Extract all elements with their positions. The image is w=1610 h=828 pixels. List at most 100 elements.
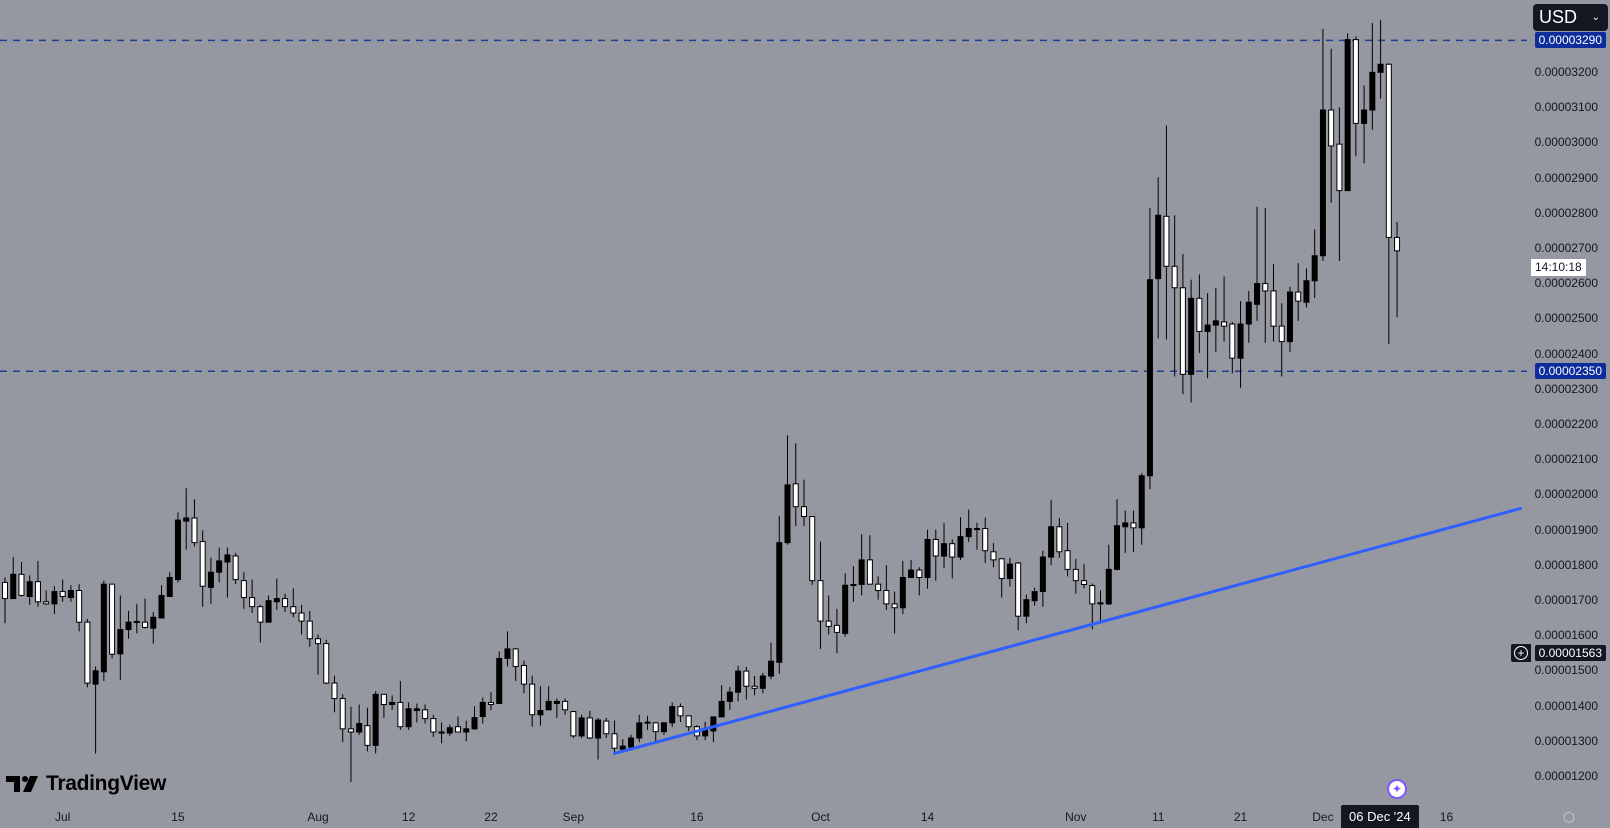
- currency-selector-button[interactable]: USD ⌄: [1533, 4, 1608, 31]
- candle-body: [792, 483, 799, 508]
- level-price-badge: 0.00003290: [1534, 32, 1606, 49]
- tradingview-logo[interactable]: TradingView: [6, 772, 166, 796]
- candle: [224, 547, 231, 598]
- candle: [916, 567, 923, 596]
- candle-body: [850, 584, 857, 587]
- candle: [1262, 207, 1269, 343]
- candle: [743, 666, 750, 700]
- candle-body: [660, 722, 667, 733]
- candle-body: [833, 624, 840, 633]
- candle: [1179, 253, 1186, 395]
- candle-body: [265, 600, 272, 623]
- candle: [290, 588, 297, 618]
- candle-body: [586, 717, 593, 739]
- candle-body: [1311, 255, 1318, 282]
- candle-body: [76, 589, 83, 623]
- price-tick-label: 0.00002900: [1534, 170, 1598, 185]
- price-tick-label: 0.00001300: [1534, 733, 1598, 748]
- candle-body: [471, 717, 478, 730]
- candle-body: [166, 576, 173, 597]
- trendline[interactable]: [613, 506, 1523, 755]
- candle: [776, 515, 783, 674]
- time-tick-label: Jul: [54, 810, 71, 824]
- candle-body: [957, 536, 964, 558]
- candle: [1212, 287, 1219, 352]
- candle-body: [825, 620, 832, 627]
- candle: [298, 604, 305, 635]
- candle: [1319, 29, 1326, 262]
- candle-body: [842, 584, 849, 634]
- trendline-group[interactable]: [613, 506, 1523, 755]
- price-tick-label: 0.00002700: [1534, 241, 1598, 255]
- candle: [26, 575, 33, 605]
- candle: [496, 651, 503, 704]
- candle-body: [743, 670, 750, 687]
- candle: [413, 703, 420, 723]
- candle: [512, 647, 519, 681]
- candle: [1229, 321, 1236, 374]
- candle: [1344, 33, 1351, 192]
- candle: [1113, 499, 1120, 571]
- candle-body: [26, 581, 33, 597]
- candle: [957, 517, 964, 560]
- candle: [1336, 107, 1343, 262]
- candle-body: [1113, 525, 1120, 570]
- candle: [1048, 499, 1055, 566]
- candle: [471, 706, 478, 730]
- candles: [2, 19, 1401, 782]
- candle-body: [1270, 290, 1277, 327]
- candle: [619, 739, 626, 751]
- candle: [150, 611, 157, 644]
- candle-body: [199, 541, 206, 587]
- candle-body: [10, 573, 17, 600]
- candle-body: [1245, 301, 1252, 325]
- candle-body: [100, 583, 107, 673]
- candle: [183, 488, 190, 550]
- candle: [1122, 510, 1129, 553]
- candle-body: [916, 569, 923, 578]
- candle-body: [990, 551, 997, 561]
- candle-body: [628, 737, 635, 748]
- candle-body: [224, 554, 231, 563]
- price-tick-label: 0.00002600: [1534, 276, 1598, 291]
- candle-body: [800, 506, 807, 518]
- candle: [174, 512, 181, 583]
- candle-body: [1295, 291, 1302, 302]
- candle: [257, 604, 264, 643]
- candle: [76, 584, 83, 632]
- candle-body: [1369, 71, 1376, 111]
- chart-settings-icon[interactable]: ⬡: [1562, 809, 1576, 825]
- price-tick-label: 0.00001200: [1534, 769, 1598, 783]
- time-tick-label: 16: [690, 810, 704, 824]
- add-price-alert-button[interactable]: +: [1511, 644, 1531, 663]
- candle: [644, 715, 651, 730]
- candle-body: [240, 580, 247, 599]
- candle-body: [529, 683, 536, 716]
- candle: [1081, 564, 1088, 589]
- candle: [265, 595, 272, 623]
- candle-body: [1122, 522, 1129, 528]
- candle-body: [1146, 279, 1153, 477]
- candle: [339, 694, 346, 743]
- candle: [1072, 558, 1079, 594]
- sparkle-assistant-icon[interactable]: ✦: [1387, 779, 1407, 799]
- candle: [1254, 206, 1261, 321]
- candle: [1105, 544, 1112, 605]
- candle: [273, 578, 280, 610]
- candle: [595, 717, 602, 760]
- candle: [51, 586, 58, 615]
- price-tick-label: 0.00002200: [1534, 417, 1598, 431]
- candle-body: [51, 591, 58, 605]
- candle-body: [1188, 297, 1195, 375]
- candle-body: [1336, 143, 1343, 192]
- candle-body: [1221, 321, 1228, 327]
- candle: [1163, 125, 1170, 340]
- time-tick-label: Nov: [1065, 810, 1087, 824]
- candle: [875, 576, 882, 600]
- time-tick-label: 14: [920, 810, 935, 824]
- price-tick-label: 0.00001900: [1534, 522, 1598, 537]
- candle: [973, 522, 980, 550]
- candle-body: [1072, 568, 1079, 582]
- candle: [405, 702, 412, 730]
